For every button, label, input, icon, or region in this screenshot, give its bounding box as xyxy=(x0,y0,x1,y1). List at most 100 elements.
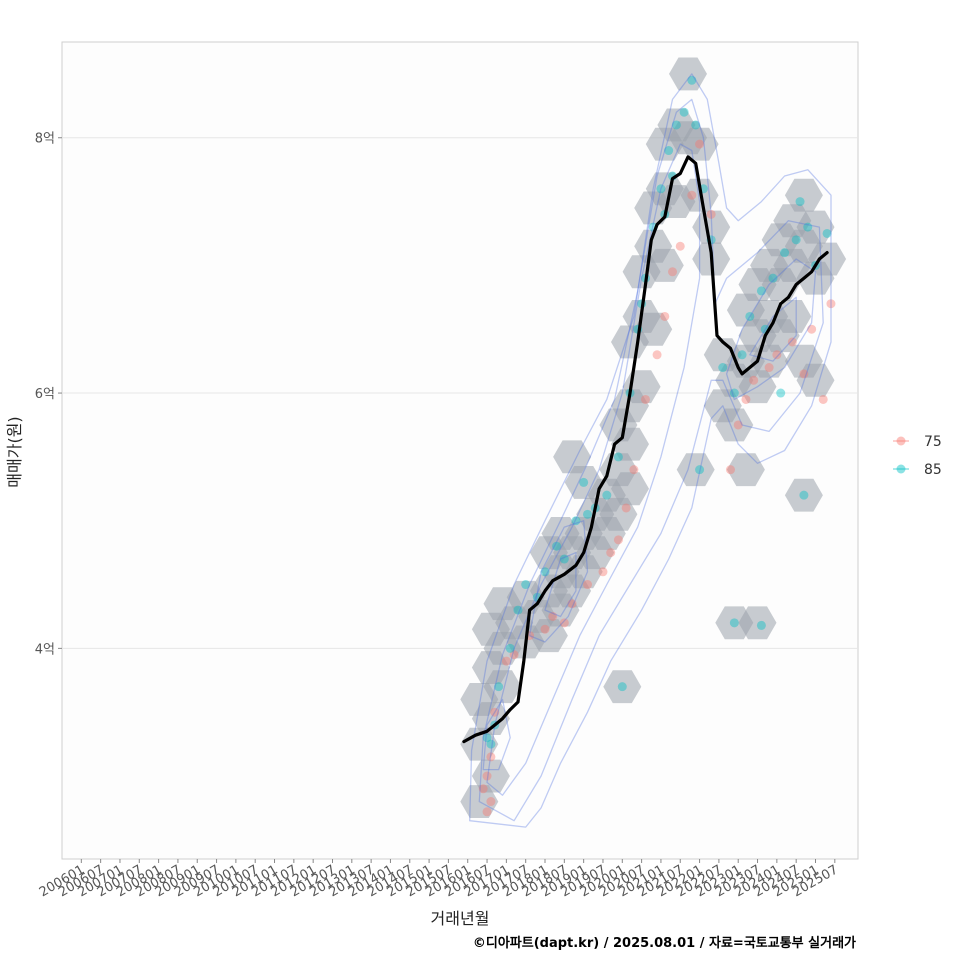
point-series-75 xyxy=(772,350,782,360)
point-series-85 xyxy=(822,228,832,238)
point-series-75 xyxy=(613,535,623,545)
legend-label-75: 75 xyxy=(924,434,942,450)
point-series-85 xyxy=(729,388,739,398)
point-series-85 xyxy=(768,273,778,283)
point-series-85 xyxy=(602,490,612,500)
point-series-75 xyxy=(733,420,743,430)
hexbin xyxy=(564,466,603,499)
point-series-75 xyxy=(606,548,616,558)
density-contour xyxy=(725,258,817,401)
point-series-75 xyxy=(799,369,809,379)
point-series-85 xyxy=(521,580,531,590)
hexbin xyxy=(738,606,777,640)
point-series-75 xyxy=(725,465,735,475)
point-series-75 xyxy=(668,267,678,277)
point-series-75 xyxy=(749,375,759,385)
hexbin xyxy=(634,312,673,346)
point-series-85 xyxy=(691,120,701,130)
point-series-85 xyxy=(664,146,674,156)
plot-panel xyxy=(61,41,859,860)
hexbin xyxy=(715,408,754,442)
density-contour xyxy=(478,98,824,822)
legend-key-85 xyxy=(896,464,906,474)
point-series-75 xyxy=(583,580,593,590)
point-series-75 xyxy=(660,311,670,321)
hexbin xyxy=(553,440,592,474)
point-series-75 xyxy=(559,618,569,628)
legend-key-75 xyxy=(896,436,906,446)
point-series-85 xyxy=(671,120,681,130)
legend-label-85: 85 xyxy=(924,462,942,478)
point-series-85 xyxy=(579,477,589,487)
point-series-85 xyxy=(799,490,809,500)
point-series-75 xyxy=(482,807,492,817)
point-series-85 xyxy=(494,682,504,692)
density-contour xyxy=(469,73,832,828)
trend-layer xyxy=(462,155,829,744)
point-series-85 xyxy=(505,643,515,653)
point-series-75 xyxy=(764,363,774,373)
y-tick-label: 4억 xyxy=(35,642,55,657)
point-series-85 xyxy=(552,541,562,551)
point-series-85 xyxy=(737,350,747,360)
contour-layer xyxy=(469,73,832,828)
point-series-85 xyxy=(780,248,790,258)
hexbin xyxy=(460,727,499,761)
point-series-85 xyxy=(756,620,766,630)
hexbin xyxy=(808,242,847,276)
point-series-75 xyxy=(509,650,519,660)
legend: 75 85 xyxy=(893,434,942,478)
hexbin xyxy=(645,248,684,282)
point-series-85 xyxy=(679,107,689,117)
point-series-75 xyxy=(540,624,550,634)
hexbin xyxy=(599,497,638,531)
point-series-75 xyxy=(787,337,797,347)
y-tick-label: 6억 xyxy=(35,387,55,402)
point-series-75 xyxy=(486,797,496,807)
point-series-85 xyxy=(540,567,550,577)
point-series-85 xyxy=(756,286,766,296)
x-axis-ticks: 2006012006072007012007072008012008072009… xyxy=(37,859,841,900)
point-series-75 xyxy=(826,299,836,309)
point-series-85 xyxy=(776,388,786,398)
hexbin-layer xyxy=(460,57,847,818)
hexbin xyxy=(460,785,499,818)
caption: ©디아파트(dapt.kr) / 2025.08.01 / 자료=국토교통부 실… xyxy=(473,935,856,951)
point-series-85 xyxy=(559,554,569,564)
point-series-85 xyxy=(687,75,697,85)
hexbin xyxy=(784,178,823,212)
point-series-75 xyxy=(687,190,697,200)
point-series-75 xyxy=(621,503,631,513)
point-series-75 xyxy=(640,394,650,404)
hexbin xyxy=(603,670,642,704)
point-series-75 xyxy=(490,707,500,717)
hexbin xyxy=(738,370,777,404)
point-series-85 xyxy=(795,197,805,207)
hexbin xyxy=(796,363,835,397)
point-series-75 xyxy=(807,324,817,334)
point-series-85 xyxy=(729,618,739,628)
point-series-75 xyxy=(706,209,716,219)
y-tick-label: 8억 xyxy=(35,132,55,147)
point-series-85 xyxy=(695,465,705,475)
point-series-75 xyxy=(486,752,496,762)
point-series-75 xyxy=(629,465,639,475)
point-series-85 xyxy=(583,509,593,519)
hexbin xyxy=(611,472,649,506)
point-series-85 xyxy=(482,733,492,743)
point-series-75 xyxy=(741,394,751,404)
point-series-75 xyxy=(548,611,558,621)
point-series-75 xyxy=(567,599,577,609)
hexbin xyxy=(692,210,731,244)
point-series-85 xyxy=(718,363,728,373)
point-series-75 xyxy=(501,656,511,666)
point-series-85 xyxy=(791,235,801,245)
point-series-75 xyxy=(598,567,608,577)
hexbin xyxy=(796,210,835,244)
hexbin xyxy=(669,57,707,91)
points-layer xyxy=(478,75,836,817)
point-series-85 xyxy=(513,605,523,615)
hexbin xyxy=(726,453,765,487)
hexbin xyxy=(680,127,719,161)
